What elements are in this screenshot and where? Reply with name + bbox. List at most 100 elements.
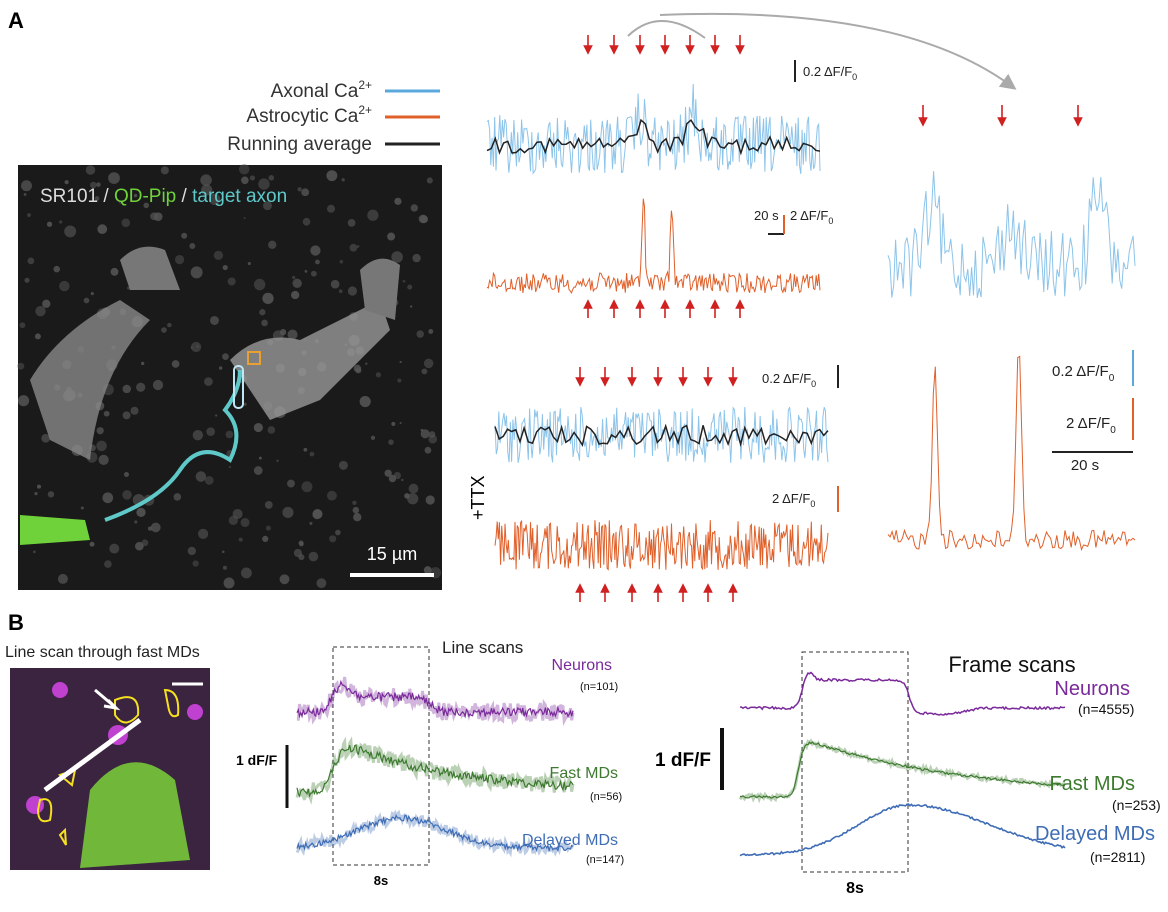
speckle (352, 501, 356, 505)
speckle (254, 423, 263, 432)
group-count: (n=253) (1112, 797, 1161, 813)
speckle (266, 526, 271, 531)
group-count: (n=101) (580, 681, 618, 693)
speckle (222, 551, 225, 554)
scale-label: 20 s (754, 208, 779, 223)
speckle (210, 316, 219, 325)
speckle (198, 529, 208, 539)
speckle (244, 217, 246, 219)
speckle (409, 484, 419, 494)
speckle (268, 241, 276, 249)
speckle (428, 329, 433, 334)
scale-label: 2 ΔF/F0 (772, 491, 815, 509)
speckle (280, 574, 290, 584)
speckle (261, 320, 268, 327)
speckle (59, 281, 69, 291)
speckle (108, 172, 120, 184)
speckle (357, 245, 360, 248)
speckle (206, 427, 215, 436)
speckle (24, 278, 29, 283)
speckle (192, 560, 198, 566)
speckle (97, 427, 104, 434)
speckle (331, 280, 340, 289)
speckle (310, 452, 315, 457)
speckle (303, 218, 311, 226)
speckle (161, 166, 169, 174)
panel-label: B (8, 610, 24, 635)
speckle (299, 542, 304, 547)
speckle (17, 363, 24, 370)
speckle (280, 329, 286, 335)
speckle (154, 212, 163, 221)
speckle (339, 289, 343, 293)
group-name: Delayed MDs (1035, 823, 1155, 845)
speckle (59, 220, 62, 223)
speckle (191, 347, 193, 349)
speckle (20, 322, 26, 328)
speckle (90, 542, 95, 547)
speckle (429, 431, 436, 438)
speckle (167, 323, 171, 327)
speckle (298, 187, 302, 191)
speckle (229, 466, 231, 468)
speckle (342, 178, 345, 181)
speckle (151, 523, 161, 533)
speckle (419, 215, 428, 224)
speckle (403, 280, 406, 283)
speckle (394, 198, 401, 205)
scale-label: 20 s (1071, 457, 1099, 474)
speckle (424, 566, 432, 574)
speckle (91, 292, 94, 295)
speckle (27, 257, 34, 264)
speckle (193, 430, 203, 440)
speckle (53, 266, 60, 273)
speckle (224, 577, 235, 588)
speckle (315, 260, 320, 265)
speckle (365, 363, 367, 365)
plot-title: Line scans (442, 638, 523, 657)
speckle (287, 480, 295, 488)
speckle (397, 378, 401, 382)
speckle (259, 457, 262, 460)
speckle (141, 362, 144, 365)
speckle (200, 174, 212, 186)
figure: A Axonal Ca2+ Astrocytic Ca2+ Running av… (0, 0, 1168, 912)
speckle (99, 455, 109, 465)
speckle (269, 175, 275, 181)
image-caption: SR101 / QD-Pip / target axon (40, 186, 287, 207)
speckle (353, 507, 360, 514)
speckle (407, 493, 418, 504)
speckle (327, 205, 335, 213)
speckle (400, 361, 402, 363)
speckle (326, 170, 337, 181)
speckle (42, 300, 50, 308)
legend-label: Astrocytic Ca2+ (246, 103, 372, 127)
group-name: Neurons (552, 657, 612, 674)
speckle (335, 530, 341, 536)
speckle (124, 472, 129, 477)
scale-label: 2 ΔF/F0 (790, 208, 833, 226)
speckle (367, 210, 378, 221)
speckle (310, 245, 320, 255)
speckle (360, 396, 371, 407)
speckle (84, 298, 90, 304)
cells (52, 682, 68, 698)
speckle (302, 481, 313, 492)
speckle (400, 422, 402, 424)
axonal-trace (487, 84, 820, 174)
speckle (136, 508, 145, 517)
speckle (313, 509, 323, 519)
speckle (191, 266, 203, 278)
speckle (204, 377, 213, 386)
scale-label: 0.2 ΔF/F0 (762, 371, 816, 389)
axonal-trace (888, 171, 1135, 298)
speckle (385, 470, 392, 477)
speckle (348, 286, 357, 295)
group-count: (n=56) (590, 791, 622, 803)
speckle (254, 279, 265, 290)
speckle (254, 466, 263, 475)
speckle (262, 536, 268, 542)
speckle (265, 501, 273, 509)
group-count: (n=147) (586, 854, 624, 866)
speckle (292, 279, 301, 288)
